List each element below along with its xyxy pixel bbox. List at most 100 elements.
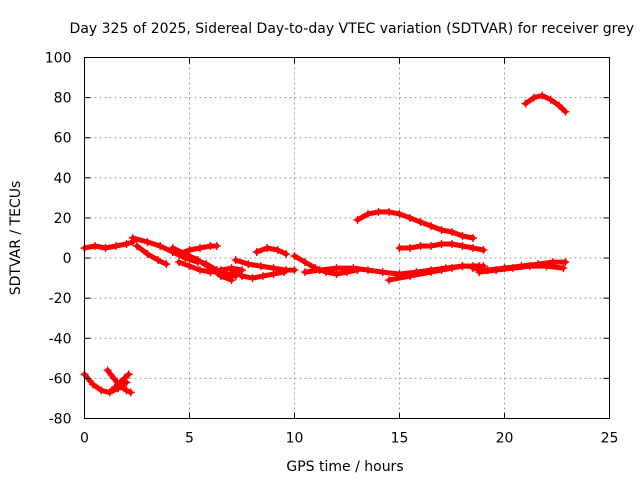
y-tick-label: 0 [63,251,72,267]
data-point [128,234,137,242]
series-arc-1 [80,238,137,253]
series-arc-16 [353,207,477,242]
data-point [269,264,278,273]
data-point [427,268,435,277]
data-point [88,380,97,389]
data-point [185,246,194,255]
data-point [133,242,141,251]
data-point [191,256,200,265]
x-tick-label: 10 [286,431,304,447]
data-point [378,268,387,277]
data-point [206,268,215,277]
x-tick-label: 20 [496,431,514,447]
data-point [469,264,477,273]
data-point [448,240,456,249]
data-point [259,272,267,281]
series-arc-12 [231,256,299,275]
data-point [395,244,404,253]
data-point [406,272,414,281]
data-point [437,266,446,275]
y-tick-label: -40 [49,331,72,347]
data-point [122,386,131,395]
series-arc-21 [521,91,570,116]
series-arc-14 [290,252,362,279]
series-arc-8 [175,242,221,259]
data-point [525,262,534,271]
data-point [448,264,456,273]
data-point [492,266,501,275]
data-point [406,213,414,222]
data-point [273,246,282,255]
series-arc-17 [385,262,488,285]
data-point [458,231,467,240]
series-arc-13 [252,244,291,259]
series-arc-2 [80,370,131,397]
data-point [124,370,133,379]
x-tick-label: 0 [80,431,89,447]
data-point [364,266,372,275]
series-line [254,245,289,257]
series-arc-6 [133,242,171,269]
data-point [508,264,517,273]
y-tick-label: 40 [54,171,72,187]
y-tick-label: -80 [49,412,72,428]
plot-frame [84,57,610,419]
data-point [162,260,171,269]
series-arc-4 [107,370,133,395]
data-point [212,242,221,251]
data-point [212,266,221,275]
data-point [126,388,135,397]
data-point [175,250,183,259]
data-point [154,256,162,265]
data-point [555,101,564,110]
data-point [427,221,435,230]
data-point [101,244,110,253]
data-point [103,366,112,375]
y-axis-label: SDTVAR / TECUs [8,181,24,296]
x-tick-label: 5 [185,431,194,447]
data-point [374,207,383,216]
data-point [114,380,123,389]
y-tick-label: 80 [54,91,72,107]
data-point [353,215,362,224]
data-point [542,262,551,271]
series-line [355,209,476,241]
series-line [476,263,566,275]
x-tick-label: 25 [601,431,619,447]
data-point [385,207,393,216]
series-arc-15 [301,262,484,279]
data-point [546,95,555,104]
data-point [416,217,425,226]
data-point [185,262,194,271]
data-point [469,234,477,242]
data-point [364,209,372,218]
data-point [143,250,152,259]
series-arc-20 [475,262,568,277]
data-point [97,386,106,395]
data-point [91,242,99,251]
data-point [301,258,309,267]
data-point [385,276,393,285]
data-point [156,242,165,251]
series-layer [80,91,570,397]
x-axis-label: GPS time / hours [286,459,403,475]
data-point [475,268,484,277]
data-point [290,266,299,275]
data-point [143,238,152,247]
data-point [349,264,358,273]
series-line [109,371,132,393]
data-point [175,258,183,267]
data-point [196,266,204,275]
data-point [458,262,467,271]
data-point [437,240,446,249]
data-point [301,268,309,277]
series-line [134,243,169,267]
tick-layer: 0 5 10 15 20 25 -80 -60 -40 -20 0 20 40 60 80 100 [45,51,619,447]
data-point [332,264,341,273]
y-tick-label: -20 [49,291,72,307]
data-point [290,252,299,261]
data-point [122,240,131,249]
data-point [112,242,120,251]
data-point [252,248,261,257]
